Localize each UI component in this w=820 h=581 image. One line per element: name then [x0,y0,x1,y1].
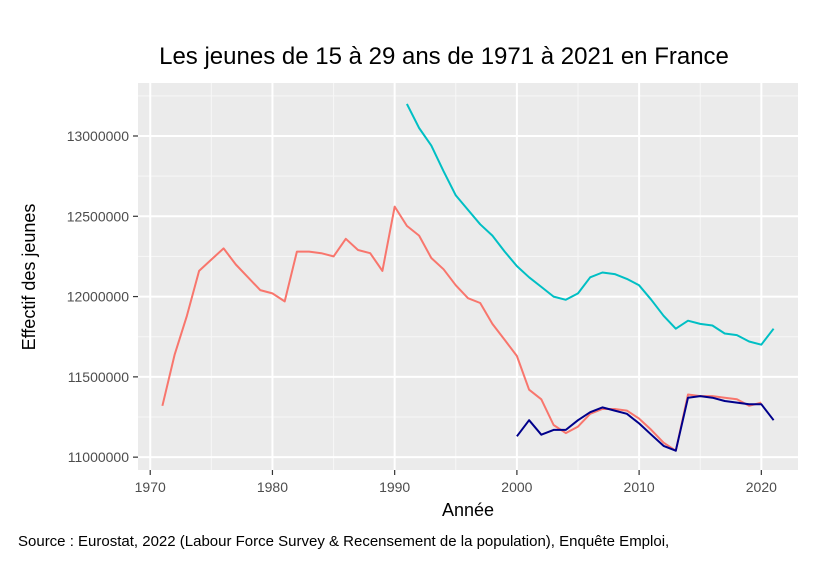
x-tick-label: 1990 [379,479,410,495]
y-tick-label: 12000000 [67,289,130,305]
x-tick-label: 1970 [135,479,166,495]
x-tick-label: 2020 [746,479,777,495]
minor-gridlines [138,83,798,470]
plot-panel [138,83,798,470]
y-tick-label: 12500000 [67,208,130,224]
series-group [161,103,775,452]
x-tick-label: 2000 [501,479,532,495]
chart-title: Les jeunes de 15 à 29 ans de 1971 à 2021… [159,43,729,70]
y-axis-ticks: 11000000 11500000 12000000 12500000 13000000 [67,128,138,465]
source-caption: Source : Eurostat, 2022 (Labour Force Su… [18,533,669,550]
y-tick-label: 11500000 [68,369,129,385]
x-tick-label: 1980 [257,479,288,495]
y-tick-label: 13000000 [67,128,130,144]
x-tick-label: 2010 [624,479,655,495]
x-axis-title: Année [442,500,494,520]
x-axis-ticks: 1970 1980 1990 2000 2010 2020 [135,470,777,495]
series-line-3 [516,395,775,452]
y-tick-label: 11000000 [68,449,129,465]
series-line-1 [161,205,762,452]
series-line-2 [406,103,775,346]
major-gridlines [138,83,798,470]
y-axis-title: Effectif des jeunes [19,204,39,351]
